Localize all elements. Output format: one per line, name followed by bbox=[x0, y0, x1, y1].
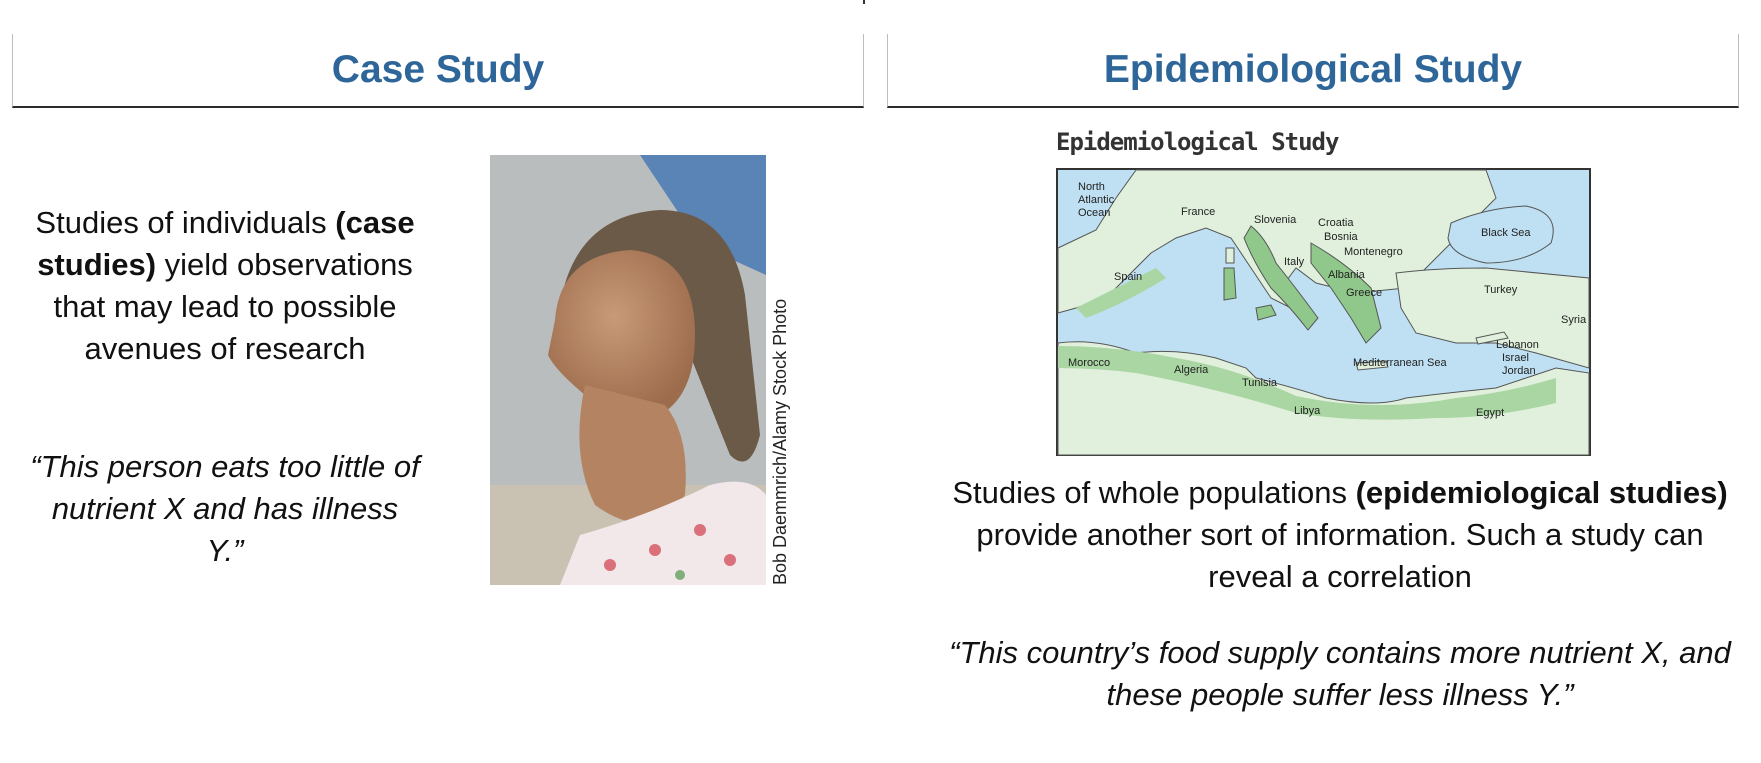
case-study-desc-post: yield observations that may lead to poss… bbox=[53, 247, 413, 366]
map-title: Epidemiological Study bbox=[1056, 128, 1339, 156]
epidemiological-study-quote: “This country’s food supply contains mor… bbox=[949, 635, 1731, 712]
case-study-desc-pre: Studies of individuals bbox=[35, 205, 327, 240]
top-tick-mark bbox=[863, 0, 865, 4]
map-label-mediterranean: Mediterranean Sea bbox=[1353, 357, 1447, 369]
map-label-israel: Israel bbox=[1502, 352, 1529, 364]
map-label-algeria: Algeria bbox=[1174, 364, 1209, 376]
epidemiological-study-header: Epidemiological Study bbox=[887, 34, 1739, 108]
map-label-croatia: Croatia bbox=[1318, 217, 1354, 229]
photo-credit: Bob Daemmrich/Alamy Stock Photo bbox=[770, 298, 790, 585]
map-label-north-atlantic-3: Ocean bbox=[1078, 207, 1110, 219]
mediterranean-map: North Atlantic Ocean France Slovenia Cro… bbox=[1056, 168, 1591, 456]
case-study-heading: Case Study bbox=[331, 48, 545, 91]
epidemiological-study-heading: Epidemiological Study bbox=[1103, 48, 1523, 91]
case-study-description: Studies of individuals (case studies) yi… bbox=[30, 202, 420, 370]
map-label-montenegro: Montenegro bbox=[1344, 246, 1403, 258]
map-label-egypt: Egypt bbox=[1476, 407, 1504, 419]
epidemiological-study-description: Studies of whole populations (epidemiolo… bbox=[930, 472, 1750, 598]
map-label-black-sea: Black Sea bbox=[1481, 227, 1531, 239]
case-study-header: Case Study bbox=[12, 34, 864, 108]
epi-desc-bold: (epidemiological studies) bbox=[1355, 475, 1728, 510]
map-label-bosnia: Bosnia bbox=[1324, 231, 1359, 243]
map-label-france: France bbox=[1181, 206, 1215, 218]
map-label-north-atlantic: North bbox=[1078, 181, 1105, 193]
map-label-lebanon: Lebanon bbox=[1496, 339, 1539, 351]
map-label-spain: Spain bbox=[1114, 271, 1142, 283]
map-label-albania: Albania bbox=[1328, 269, 1366, 281]
map-label-syria: Syria bbox=[1561, 314, 1587, 326]
map-label-italy: Italy bbox=[1284, 256, 1305, 268]
map-label-jordan: Jordan bbox=[1502, 365, 1536, 377]
case-study-photo bbox=[490, 155, 766, 585]
map-label-turkey: Turkey bbox=[1484, 284, 1518, 296]
map-label-north-atlantic-2: Atlantic bbox=[1078, 194, 1115, 206]
map-label-morocco: Morocco bbox=[1068, 357, 1110, 369]
epi-desc-post: provide another sort of information. Suc… bbox=[976, 517, 1704, 594]
map-label-greece: Greece bbox=[1346, 287, 1382, 299]
map-label-slovenia: Slovenia bbox=[1254, 214, 1297, 226]
map-label-libya: Libya bbox=[1294, 405, 1321, 417]
mediterranean-map-figure: Epidemiological Study North Atlantic Oce… bbox=[1056, 124, 1591, 456]
case-study-quote: “This person eats too little of nutrient… bbox=[30, 449, 420, 568]
epi-desc-pre: Studies of whole populations bbox=[952, 475, 1347, 510]
map-label-tunisia: Tunisia bbox=[1242, 377, 1278, 389]
case-study-desc-bold: (case studies) bbox=[37, 205, 415, 282]
